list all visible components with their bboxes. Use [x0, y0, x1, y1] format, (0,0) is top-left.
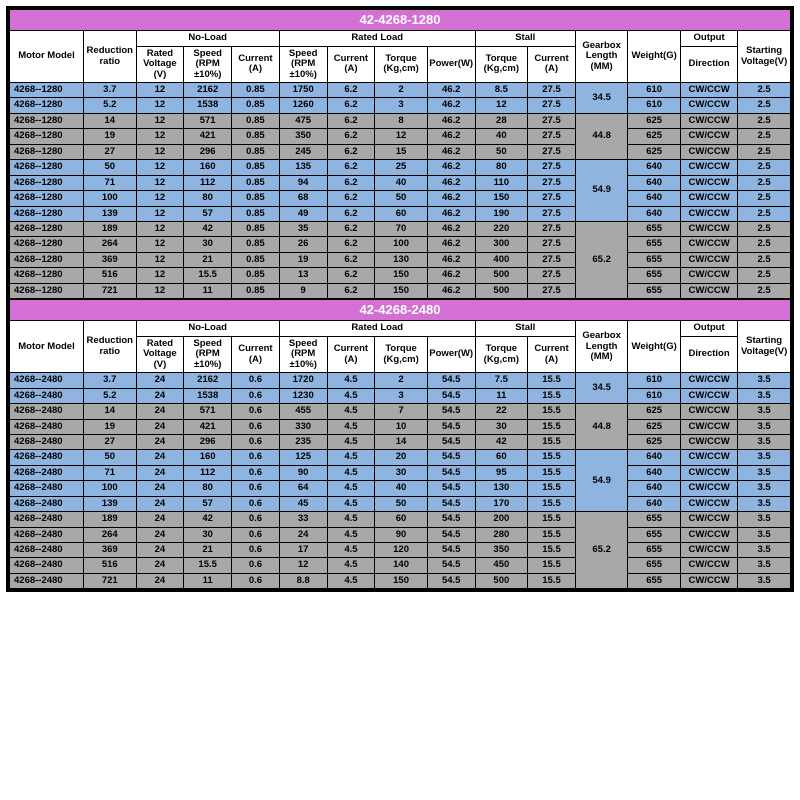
col-rated-voltage: Rated Voltage (V) [136, 336, 184, 372]
col-output: Output [680, 321, 737, 336]
spec-table: 42-4268-2480Motor ModelReduction ratioNo… [9, 299, 791, 589]
table-row: 4268--128013912570.85496.26046.219027.56… [10, 206, 791, 221]
gearbox-length-cell: 34.5 [575, 373, 628, 404]
gearbox-length-cell: 44.8 [575, 404, 628, 450]
table-row: 4268--248010024800.6644.54054.513015.564… [10, 481, 791, 496]
table-row: 4268--24805162415.50.6124.514054.545015.… [10, 558, 791, 573]
col-motor-model: Motor Model [10, 31, 84, 83]
col-output: Output [680, 31, 737, 46]
col-rated-torque: Torque (Kg,cm) [375, 46, 428, 82]
table-row: 4268--128010012800.85686.25046.215027.56… [10, 191, 791, 206]
col-noload: No-Load [136, 31, 279, 46]
table-row: 4268--12805161215.50.85136.215046.250027… [10, 268, 791, 283]
col-stall-current: Current (A) [528, 336, 576, 372]
table-row: 4268--128014125710.854756.2846.22827.544… [10, 113, 791, 128]
col-rated-current: Current (A) [327, 46, 375, 82]
table-row: 4268--128026412300.85266.210046.230027.5… [10, 237, 791, 252]
col-rated-load: Rated Load [279, 31, 475, 46]
table-row: 4268--128018912420.85356.27046.222027.56… [10, 221, 791, 236]
table-row: 4268--248050241600.61254.52054.56015.554… [10, 450, 791, 465]
col-rated-power: Power(W) [427, 336, 475, 372]
table-row: 4268--128036912210.85196.213046.240027.5… [10, 252, 791, 267]
table-row: 4268--248026424300.6244.59054.528015.565… [10, 527, 791, 542]
col-rated-speed: Speed (RPM ±10%) [279, 336, 327, 372]
col-gearbox-len: Gearbox Length (MM) [575, 321, 628, 373]
col-stall: Stall [475, 321, 575, 336]
col-rated-current: Current (A) [327, 336, 375, 372]
col-weight: Weight(G) [628, 321, 681, 373]
table-row: 4268--248013924570.6454.55054.517015.564… [10, 496, 791, 511]
col-motor-model: Motor Model [10, 321, 84, 373]
gearbox-length-cell: 54.9 [575, 450, 628, 512]
table-title: 42-4268-2480 [10, 300, 791, 321]
gearbox-length-cell: 44.8 [575, 113, 628, 159]
col-starting-voltage: Starting Voltage(V) [738, 321, 791, 373]
gearbox-length-cell: 34.5 [575, 83, 628, 114]
col-reduction-ratio: Reduction ratio [84, 31, 137, 83]
table-row: 4268--128072112110.8596.215046.250027.56… [10, 283, 791, 298]
gearbox-length-cell: 65.2 [575, 221, 628, 298]
col-noload-speed: Speed (RPM ±10%) [184, 336, 232, 372]
col-noload-speed: Speed (RPM ±10%) [184, 46, 232, 82]
col-starting-voltage: Starting Voltage(V) [738, 31, 791, 83]
col-noload-current: Current (A) [232, 46, 280, 82]
col-rated-voltage: Rated Voltage (V) [136, 46, 184, 82]
spec-table: 42-4268-1280Motor ModelReduction ratioNo… [9, 9, 791, 299]
table-row: 4268--12803.71221620.8517506.2246.28.527… [10, 83, 791, 98]
gearbox-length-cell: 54.9 [575, 160, 628, 222]
col-stall-torque: Torque (Kg,cm) [475, 336, 528, 372]
table-row: 4268--128050121600.851356.22546.28027.55… [10, 160, 791, 175]
col-stall-current: Current (A) [528, 46, 576, 82]
table-row: 4268--248036924210.6174.512054.535015.56… [10, 543, 791, 558]
col-rated-torque: Torque (Kg,cm) [375, 336, 428, 372]
gearbox-length-cell: 65.2 [575, 512, 628, 589]
col-stall-torque: Torque (Kg,cm) [475, 46, 528, 82]
col-gearbox-len: Gearbox Length (MM) [575, 31, 628, 83]
table-row: 4268--248027242960.62354.51454.54215.562… [10, 434, 791, 449]
table-row: 4268--128071121120.85946.24046.211027.56… [10, 175, 791, 190]
motor-spec-tables: 42-4268-1280Motor ModelReduction ratioNo… [6, 6, 794, 592]
table-row: 4268--248071241120.6904.53054.59515.5640… [10, 465, 791, 480]
table-row: 4268--248019244210.63304.51054.53015.562… [10, 419, 791, 434]
table-row: 4268--24805.22415380.612304.5354.51115.5… [10, 388, 791, 403]
table-title: 42-4268-1280 [10, 10, 791, 31]
table-row: 4268--24803.72421620.617204.5254.57.515.… [10, 373, 791, 388]
col-reduction-ratio: Reduction ratio [84, 321, 137, 373]
col-direction: Direction [680, 336, 737, 372]
col-direction: Direction [680, 46, 737, 82]
table-row: 4268--248018924420.6334.56054.520015.565… [10, 512, 791, 527]
table-row: 4268--248072124110.68.84.515054.550015.5… [10, 573, 791, 588]
table-row: 4268--128027122960.852456.21546.25027.56… [10, 144, 791, 159]
col-noload: No-Load [136, 321, 279, 336]
col-rated-speed: Speed (RPM ±10%) [279, 46, 327, 82]
col-rated-power: Power(W) [427, 46, 475, 82]
table-row: 4268--248014245710.64554.5754.52215.544.… [10, 404, 791, 419]
col-stall: Stall [475, 31, 575, 46]
col-noload-current: Current (A) [232, 336, 280, 372]
table-row: 4268--12805.21215380.8512606.2346.21227.… [10, 98, 791, 113]
col-weight: Weight(G) [628, 31, 681, 83]
col-rated-load: Rated Load [279, 321, 475, 336]
table-row: 4268--128019124210.853506.21246.24027.56… [10, 129, 791, 144]
